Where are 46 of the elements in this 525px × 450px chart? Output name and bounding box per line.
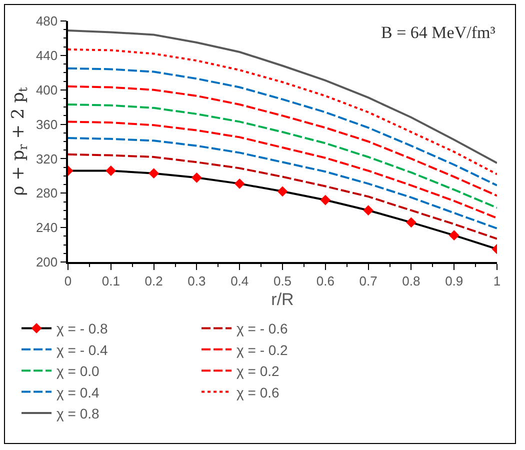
line-series: [68, 67, 497, 186]
x-tick-label: 0.2: [144, 273, 163, 288]
legend-label: χ = 0.4: [56, 384, 100, 400]
legend-label: χ = 0.2: [236, 363, 280, 380]
line-series: [68, 103, 497, 209]
x-tick-label: 0.1: [102, 273, 120, 288]
point: [448, 230, 460, 241]
y-tick-label: 240: [36, 220, 58, 236]
x-tick-label: 0.6: [316, 273, 334, 288]
point: [106, 166, 116, 176]
legend-label: χ = - 0.2: [236, 342, 288, 358]
y-tick-label: 200: [36, 254, 58, 270]
point: [234, 178, 245, 189]
legend-label: χ = 0.0: [56, 363, 100, 380]
annotation: B = 64 MeV/fm³: [381, 23, 496, 42]
x-tick-label: 0.7: [359, 273, 378, 288]
x-tick-label: 0.4: [230, 273, 249, 288]
y-tick-label: 320: [36, 151, 58, 166]
line-series: [68, 48, 497, 176]
x-tick-label: 0.5: [273, 273, 292, 288]
x-axis-title: r/R: [271, 290, 294, 310]
line-series: [68, 85, 497, 197]
line-series: [68, 153, 497, 240]
point: [406, 217, 416, 228]
y-tick-label: 280: [36, 186, 58, 201]
y-tick-label: 400: [36, 82, 58, 98]
point: [363, 205, 374, 216]
legend-label: χ = - 0.6: [236, 320, 288, 337]
y-tick-label: 440: [36, 48, 58, 63]
legend-label: χ = 0.6: [236, 384, 280, 400]
legend-label: χ = - 0.8: [56, 320, 108, 337]
x-tick-label: 1: [493, 273, 501, 288]
point: [277, 186, 288, 197]
point: [192, 172, 202, 183]
y-tick-label: 480: [36, 14, 58, 29]
y-tick-label: 360: [36, 116, 58, 132]
legend-label: χ = - 0.4: [56, 342, 108, 358]
x-tick-label: 0.3: [188, 273, 206, 288]
point: [148, 168, 159, 179]
x-tick-label: 0.9: [445, 273, 464, 288]
point: [320, 194, 331, 206]
x-tick-label: 0: [64, 273, 72, 288]
line-series: [68, 120, 497, 220]
line-series: [68, 137, 497, 230]
legend-label: χ = 0.8: [56, 405, 100, 422]
x-tick-label: 0.8: [402, 273, 420, 288]
